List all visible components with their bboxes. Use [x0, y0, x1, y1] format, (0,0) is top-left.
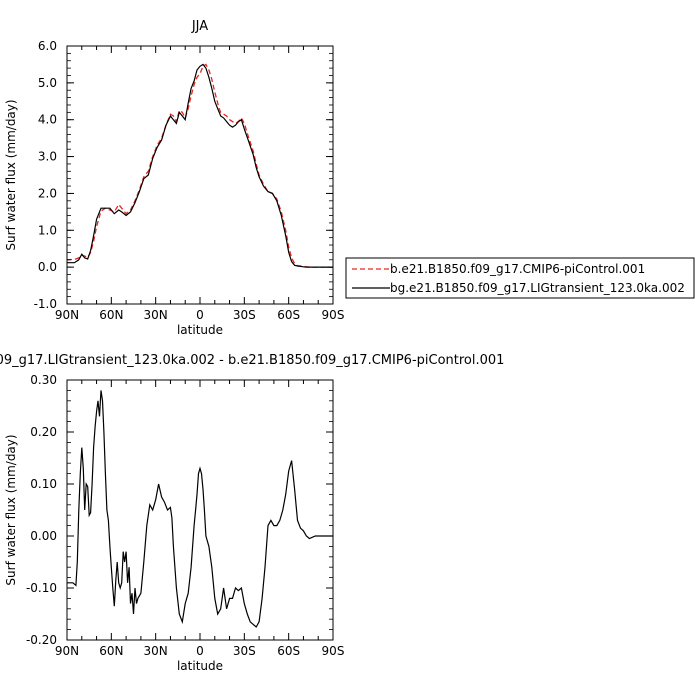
- series-line-1-2: [67, 63, 333, 268]
- y-axis-title: Surf water flux (mm/day): [4, 99, 18, 250]
- y-tick-label: -0.20: [26, 633, 57, 647]
- series-line-1-1: [67, 63, 333, 268]
- x-tick-label: 90S: [322, 644, 345, 658]
- x-tick-label: 30S: [233, 308, 256, 322]
- x-tick-label: 30S: [233, 644, 256, 658]
- chart-panel-2: 90N 60N 30N 0 30S 60S 90S -0.20 -0.10 0.00 0.10 0.2…: [0, 353, 504, 673]
- x-tick-label: 60N: [99, 308, 123, 322]
- x-axis-title: latitude: [177, 323, 223, 337]
- x-tick-label: 90N: [55, 644, 79, 658]
- x-tick-label: 60S: [277, 308, 300, 322]
- y-tick-label: 0.0: [38, 260, 57, 274]
- legend-label-2: bg.e21.B1850.f09_g17.LIGtransient_123.0k…: [390, 281, 685, 295]
- y-axis-title: Surf water flux (mm/day): [4, 434, 18, 585]
- series-line-2-1: [67, 390, 333, 628]
- x-tick-label: 30N: [144, 644, 168, 658]
- y-tick-label: 2.0: [38, 186, 57, 200]
- y-tick-label: 5.0: [38, 76, 57, 90]
- y-tick-label: -0.10: [26, 581, 57, 595]
- y-tick-label: 0.20: [30, 425, 57, 439]
- x-tick-label: 90N: [55, 308, 79, 322]
- y-tick-label: 0.10: [30, 477, 57, 491]
- x-tick-label: 60S: [277, 644, 300, 658]
- x-tick-label: 90S: [322, 308, 345, 322]
- chart-title: bg.e21.B1850.f09_g17.LIGtransient_123.0k…: [0, 353, 504, 368]
- legend-box: [345, 257, 695, 299]
- x-axis-title: latitude: [177, 659, 223, 673]
- y-tick-label: 0.00: [30, 529, 57, 543]
- chart-panel-1: 90N 60N 30N 0 30S 60S 90S -1.0 0.0 1.0 2.0 3.0 4.0 5.…: [4, 19, 695, 337]
- legend-label-1: b.e21.B1850.f09_g17.CMIP6-piControl.001: [390, 262, 645, 276]
- y-tick-label: 6.0: [38, 39, 57, 53]
- plots-layer: 90N 60N 30N 0 30S 60S 90S -1.0 0.0 1.0 2.0 3.0 4.0 5.…: [0, 19, 695, 673]
- legend: b.e21.B1850.f09_g17.CMIP6-piControl.001b…: [345, 257, 695, 299]
- y-tick-label: 4.0: [38, 113, 57, 127]
- y-tick-label: 1.0: [38, 223, 57, 237]
- chart-title: JJA: [191, 19, 208, 34]
- plot-frame: [66, 45, 334, 305]
- x-tick-label: 60N: [99, 644, 123, 658]
- y-tick-label: 3.0: [38, 150, 57, 164]
- x-tick-label: 30N: [144, 308, 168, 322]
- y-tick-label: 0.30: [30, 373, 57, 387]
- x-tick-label: 0: [196, 308, 204, 322]
- y-tick-label: -1.0: [34, 297, 57, 311]
- x-tick-label: 0: [196, 644, 204, 658]
